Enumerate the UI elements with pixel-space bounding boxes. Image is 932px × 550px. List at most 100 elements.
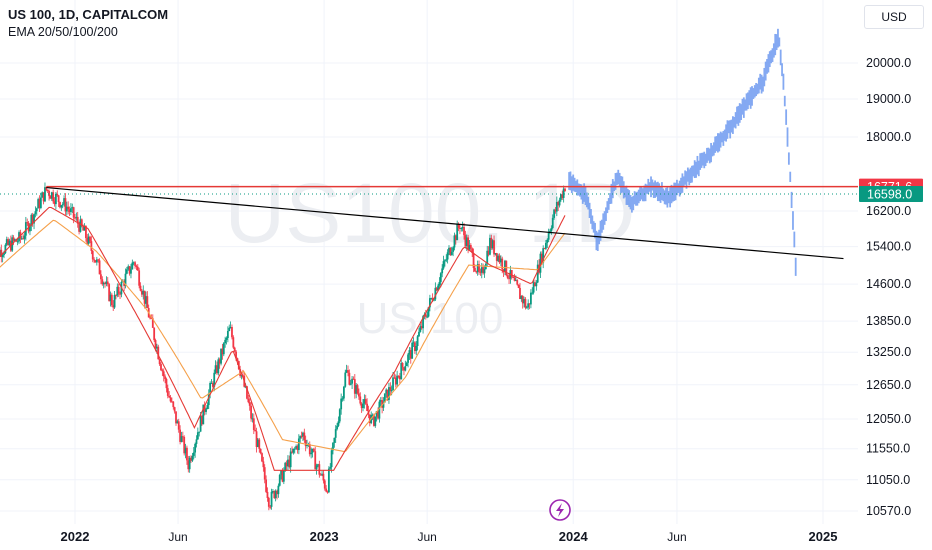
candle-body: [272, 491, 274, 493]
candle-body: [203, 404, 206, 412]
candle-body: [56, 193, 59, 196]
candle-body: [98, 260, 101, 275]
candle-body: [514, 280, 517, 282]
candle-body: [352, 378, 355, 380]
candle-body: [326, 491, 329, 493]
candle-body: [446, 252, 449, 260]
candle-body: [407, 354, 409, 363]
candle-body: [57, 195, 60, 203]
candle-body: [127, 266, 130, 270]
candle-body: [285, 462, 288, 467]
candle-body: [250, 405, 252, 419]
candle-body: [418, 331, 420, 337]
candle-body: [252, 418, 255, 430]
candle-body: [67, 206, 70, 210]
candle-body: [228, 327, 231, 332]
candle-body: [39, 197, 42, 209]
candle-body: [14, 239, 16, 241]
candle-body: [409, 350, 412, 359]
candle-body: [108, 284, 111, 302]
candle-body: [153, 327, 156, 341]
candle-body: [419, 326, 422, 332]
candle-body: [382, 402, 385, 408]
candle-body: [53, 201, 56, 205]
candle-body: [390, 390, 393, 392]
candle-body: [413, 342, 416, 352]
candle-body: [78, 223, 80, 232]
candle-body: [463, 227, 465, 236]
candle-body: [415, 346, 418, 352]
candle-body: [403, 367, 405, 371]
candle-body: [472, 252, 475, 268]
candle-body: [508, 278, 510, 280]
candle-body: [140, 290, 143, 295]
candle-body: [214, 365, 217, 373]
candle-body: [112, 305, 115, 308]
lightning-icon[interactable]: [549, 499, 571, 521]
y-tick-label: 15400.0: [866, 240, 911, 254]
candle-body: [323, 480, 326, 489]
candle-body: [314, 451, 317, 470]
candle-body: [104, 282, 106, 285]
candle-body: [532, 282, 535, 293]
candle-body: [381, 400, 384, 408]
candle-body: [100, 274, 102, 280]
candle-body: [363, 399, 366, 404]
candle-body: [445, 259, 448, 261]
candle-body: [427, 307, 430, 317]
candle-body: [59, 202, 61, 208]
candle-body: [542, 248, 545, 264]
candle-body: [464, 235, 467, 246]
candle-body: [222, 343, 225, 355]
candle-body: [338, 409, 341, 422]
x-tick-label: 2022: [61, 529, 90, 544]
candle-body: [321, 473, 323, 475]
candle-body: [194, 443, 197, 453]
candle-body: [330, 450, 333, 468]
candle-body: [355, 385, 358, 394]
candle-body: [255, 431, 258, 447]
x-tick-label: Jun: [667, 530, 686, 544]
candle-body: [327, 468, 330, 493]
candle-body: [449, 247, 452, 255]
candle-body: [289, 451, 292, 468]
trend-line[interactable]: [46, 186, 844, 260]
candle-body: [554, 209, 557, 212]
candle-body: [555, 202, 558, 212]
candle-body: [155, 346, 158, 349]
candle-body: [525, 307, 528, 309]
candle-body: [274, 490, 277, 499]
candle-body: [457, 224, 460, 228]
price-axis[interactable]: [858, 0, 932, 550]
candle-body: [302, 432, 304, 437]
candle-body: [564, 188, 566, 192]
indicator-legend[interactable]: EMA 20/50/100/200: [8, 25, 118, 39]
time-axis[interactable]: [0, 524, 858, 550]
candle-body: [308, 444, 311, 455]
candle-body: [183, 436, 186, 454]
candle-body: [428, 298, 431, 308]
candle-body: [82, 226, 85, 231]
candle-body: [562, 188, 565, 198]
candle-body: [341, 398, 344, 400]
candle-body: [180, 436, 183, 442]
candle-body: [502, 269, 505, 272]
candle-body: [75, 216, 78, 218]
candle-body: [517, 284, 520, 288]
candle-body: [366, 403, 369, 411]
candle-body: [16, 241, 19, 243]
candle-body: [30, 214, 33, 226]
candle-body: [389, 387, 392, 392]
candle-body: [513, 277, 516, 281]
y-tick-label: 13850.0: [866, 314, 911, 328]
currency-button[interactable]: USD: [864, 5, 924, 29]
candle-body: [166, 388, 169, 396]
y-tick-label: 11550.0: [866, 442, 910, 456]
candle-body: [521, 295, 524, 304]
candle-body: [181, 436, 184, 438]
candle-body: [383, 393, 386, 403]
candle-body: [4, 244, 7, 254]
candle-body: [506, 275, 509, 279]
candle-body: [76, 216, 79, 224]
